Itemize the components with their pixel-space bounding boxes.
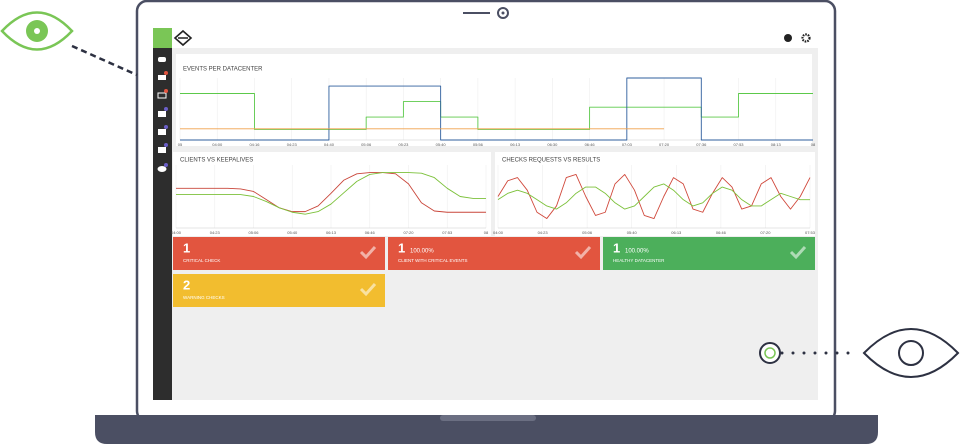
nav-silenced[interactable]	[158, 129, 166, 135]
badge	[164, 143, 168, 147]
x-tick-label: 07:20	[760, 230, 771, 235]
x-tick-label: 05:40	[436, 142, 447, 147]
info-icon[interactable]	[784, 34, 792, 42]
laptop-base	[95, 415, 878, 444]
camera-dot	[501, 11, 505, 15]
x-tick-label: 04:23	[538, 230, 549, 235]
x-tick-label: 04:40	[324, 142, 335, 147]
card-icon	[359, 282, 377, 297]
x-tick-label: 07:20	[659, 142, 670, 147]
x-tick-label: 06:46	[585, 142, 596, 147]
panel-title: CHECKS REQUESTS VS RESULTS	[502, 158, 600, 164]
target-ring	[759, 342, 781, 364]
x-tick-label: 07:36	[696, 142, 707, 147]
status-card[interactable]	[603, 237, 815, 270]
eye-right	[862, 328, 960, 378]
x-tick-label: 06:13	[671, 230, 682, 235]
card-icon	[574, 245, 592, 260]
x-tick-label: 06:46	[365, 230, 376, 235]
card-icon	[359, 245, 377, 260]
panel-title: EVENTS PER DATACENTER	[183, 67, 263, 73]
checks-panel	[495, 152, 815, 236]
x-tick-label: 08	[484, 230, 489, 235]
sidebar-home[interactable]	[153, 28, 172, 48]
card-count: 1	[613, 240, 620, 255]
x-tick-label: 06:46	[716, 230, 727, 235]
x-tick-label: 05	[178, 142, 183, 147]
card-label: HEALTHY DATACENTER	[613, 258, 665, 263]
card-percent: 100.00%	[410, 249, 434, 255]
x-tick-label: 07:03	[622, 142, 633, 147]
status-card[interactable]	[388, 237, 600, 270]
series-line	[176, 172, 486, 215]
badge	[164, 163, 168, 167]
x-tick-label: 07:20	[403, 230, 414, 235]
x-tick-label: 07:53	[442, 230, 453, 235]
x-tick-label: 08	[811, 142, 816, 147]
sidebar-icons	[157, 57, 167, 172]
eye-right-iris	[898, 340, 924, 366]
badge	[164, 89, 168, 93]
nav-datacenters[interactable]	[157, 166, 167, 172]
series-line	[497, 174, 811, 219]
card-count: 2	[183, 277, 190, 292]
x-tick-label: 08:13	[771, 142, 782, 147]
series-line	[176, 172, 486, 213]
x-tick-label: 06:13	[326, 230, 337, 235]
card-label: WARNING CHECKS	[183, 295, 225, 300]
target-dot	[764, 347, 776, 359]
x-tick-label: 05:40	[627, 230, 638, 235]
x-tick-label: 05:06	[248, 230, 259, 235]
laptop-notch	[440, 415, 536, 421]
badge	[164, 71, 168, 75]
pointer-line	[71, 44, 138, 77]
x-tick-label: 05:56	[473, 142, 484, 147]
card-count: 1	[183, 240, 190, 255]
x-tick-label: 05:06	[361, 142, 372, 147]
clients-panel	[173, 152, 491, 236]
badge	[164, 107, 168, 111]
nav-clients[interactable]	[157, 92, 167, 99]
eye-left	[0, 11, 74, 51]
x-tick-label: 04:23	[210, 230, 221, 235]
x-tick-label: 04:16	[249, 142, 260, 147]
x-tick-label: 07:53	[805, 230, 816, 235]
series-line	[497, 183, 810, 210]
card-label: CRITICAL CHECK	[183, 258, 220, 263]
x-tick-label: 04:23	[287, 142, 298, 147]
x-tick-label: 05:40	[287, 230, 298, 235]
panel-title: CLIENTS VS KEEPALIVES	[180, 158, 253, 164]
x-tick-label: 06:30	[547, 142, 558, 147]
eye-left-pupil	[34, 28, 40, 34]
x-tick-label: 04:00	[493, 230, 504, 235]
x-tick-label: 04:00	[212, 142, 223, 147]
card-icon	[789, 245, 807, 260]
logo[interactable]	[173, 29, 193, 47]
x-tick-label: 07:53	[734, 142, 745, 147]
events-panel	[176, 54, 812, 146]
nav-events[interactable]	[158, 75, 166, 80]
card-label: CLIENT WITH CRITICAL EVENTS	[398, 258, 468, 263]
nav-dashboard[interactable]	[158, 57, 166, 62]
x-tick-label: 06:13	[510, 142, 521, 147]
status-card[interactable]	[173, 237, 385, 270]
camera	[497, 7, 509, 19]
x-tick-label: 05:06	[582, 230, 593, 235]
status-card[interactable]	[173, 274, 385, 307]
x-tick-label: 04:00	[171, 230, 182, 235]
x-tick-label: 05:23	[398, 142, 409, 147]
sidebar	[153, 28, 172, 400]
nav-checks[interactable]	[158, 111, 166, 117]
series-line	[180, 77, 813, 141]
card-count: 1	[398, 240, 405, 255]
nav-aggregates[interactable]	[158, 147, 166, 153]
badge	[164, 125, 168, 129]
settings-icon[interactable]	[801, 33, 811, 43]
card-percent: 100.00%	[625, 249, 649, 255]
top-bar	[172, 28, 818, 48]
sidebar-badges	[164, 71, 168, 167]
